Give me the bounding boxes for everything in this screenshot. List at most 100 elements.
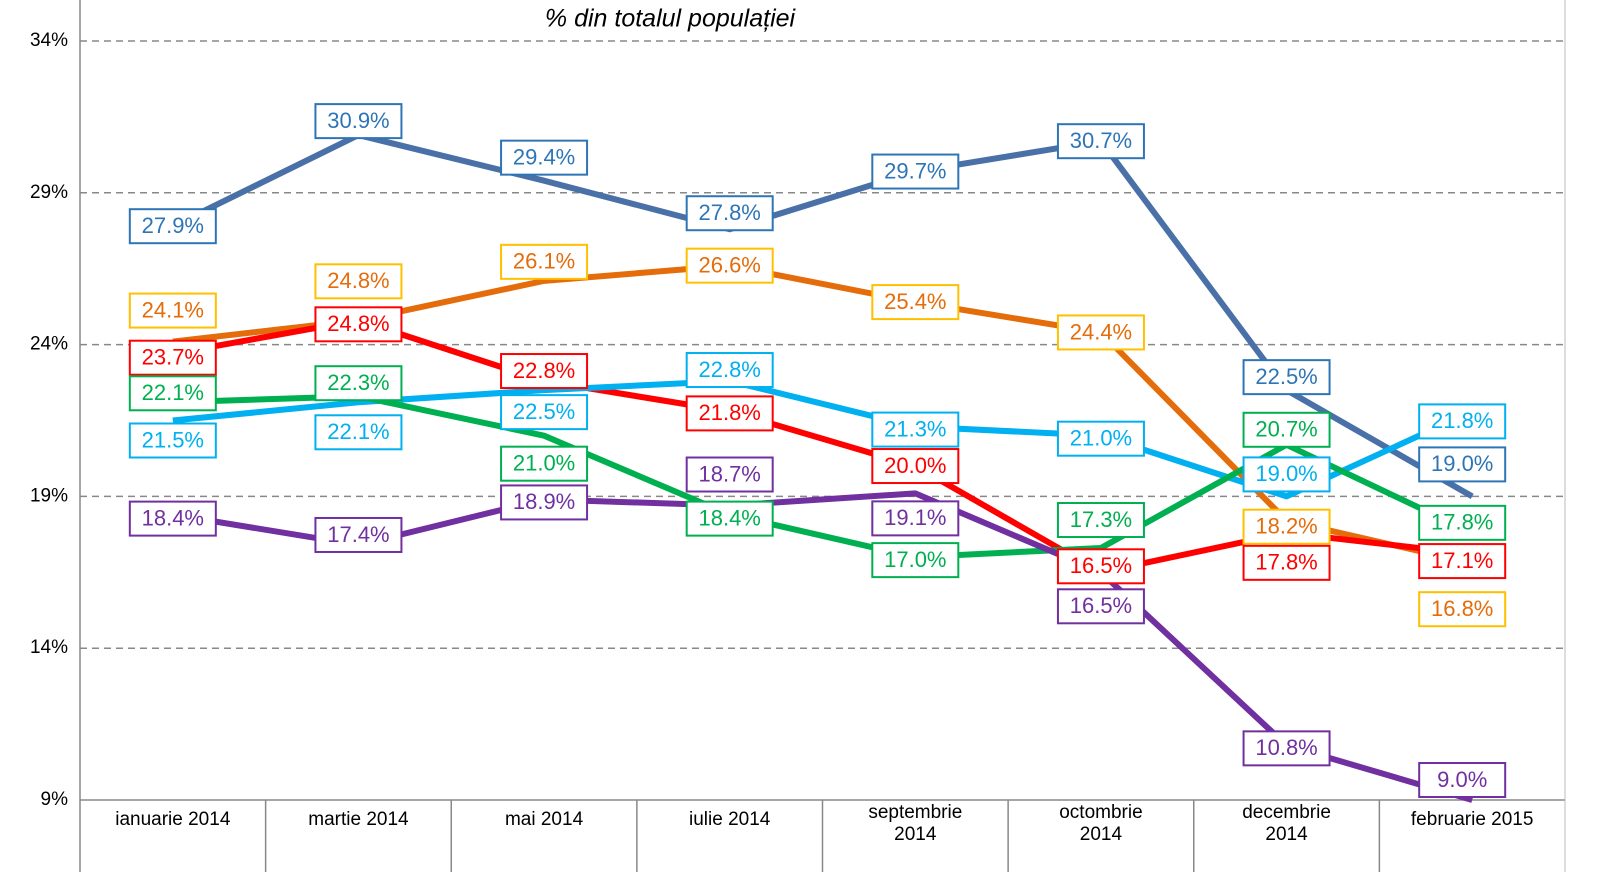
y-tick-label: 29% xyxy=(30,182,68,203)
data-label-text: 18.7% xyxy=(698,461,760,486)
data-label: 21.8% xyxy=(1418,403,1507,440)
y-tick-label: 34% xyxy=(30,30,68,51)
data-label: 22.3% xyxy=(314,365,403,402)
data-label-box xyxy=(128,208,217,245)
data-label-box xyxy=(1056,548,1145,585)
data-label-box xyxy=(1418,591,1507,628)
data-label-box xyxy=(1242,359,1331,396)
data-label-box xyxy=(871,448,960,485)
data-label: 16.8% xyxy=(1418,591,1507,628)
data-label-box xyxy=(128,339,217,376)
x-tick-label: martie 2014 xyxy=(308,809,409,830)
data-label-text: 19.0% xyxy=(1255,461,1317,486)
data-label: 17.3% xyxy=(1056,502,1145,539)
data-label: 18.7% xyxy=(685,456,774,493)
data-label: 17.1% xyxy=(1418,543,1507,580)
data-label: 24.1% xyxy=(128,292,217,329)
data-label-text: 22.1% xyxy=(142,380,204,405)
data-label-text: 17.8% xyxy=(1431,510,1493,535)
data-label-box xyxy=(871,284,960,321)
data-label: 22.8% xyxy=(685,352,774,389)
data-label-text: 23.7% xyxy=(142,345,204,370)
data-label-box xyxy=(1242,544,1331,581)
data-label: 22.1% xyxy=(128,375,217,412)
data-label: 22.5% xyxy=(500,394,589,431)
data-label-box xyxy=(1056,420,1145,457)
data-label: 18.2% xyxy=(1242,508,1331,545)
data-label-text: 10.8% xyxy=(1255,735,1317,760)
data-label-box xyxy=(500,353,589,390)
data-label-text: 18.4% xyxy=(698,505,760,530)
data-label-text: 9.0% xyxy=(1437,767,1487,792)
data-label-box xyxy=(500,139,589,176)
data-label: 21.5% xyxy=(128,422,217,459)
data-label: 17.0% xyxy=(871,542,960,579)
data-label: 18.4% xyxy=(685,500,774,537)
data-label-text: 24.4% xyxy=(1070,319,1132,344)
data-label: 10.8% xyxy=(1242,730,1331,767)
data-label: 24.8% xyxy=(314,306,403,343)
x-tick-label: decembrie 2014 xyxy=(1242,802,1331,845)
data-label: 29.4% xyxy=(500,139,589,176)
data-label-box xyxy=(314,365,403,402)
data-label-text: 21.8% xyxy=(698,400,760,425)
x-tick-label: februarie 2015 xyxy=(1410,809,1534,830)
data-label-box xyxy=(500,445,589,482)
data-label-text: 21.0% xyxy=(513,450,575,475)
data-label-box xyxy=(685,195,774,232)
data-label-text: 21.0% xyxy=(1070,425,1132,450)
data-label: 24.8% xyxy=(314,263,403,300)
data-label-text: 22.5% xyxy=(513,399,575,424)
data-label-text: 19.0% xyxy=(1431,451,1493,476)
series-line xyxy=(171,132,1474,500)
data-label-box xyxy=(314,103,403,140)
x-tick-label: septembrie 2014 xyxy=(868,802,963,845)
data-label-text: 25.4% xyxy=(884,289,946,314)
data-label-box xyxy=(1418,403,1507,440)
data-label-text: 18.9% xyxy=(513,489,575,514)
data-label: 27.9% xyxy=(128,208,217,245)
data-label-box xyxy=(685,352,774,389)
data-label-text: 21.8% xyxy=(1431,408,1493,433)
data-label-box xyxy=(1418,504,1507,541)
data-label-box xyxy=(1056,314,1145,351)
data-label-box xyxy=(314,306,403,343)
data-label-box xyxy=(871,500,960,537)
data-label: 18.4% xyxy=(128,500,217,537)
data-label-box xyxy=(314,516,403,553)
data-label-text: 21.3% xyxy=(884,416,946,441)
data-label: 16.5% xyxy=(1056,548,1145,585)
data-label-box xyxy=(1242,508,1331,545)
x-tick-label: octombrie 2014 xyxy=(1059,802,1143,845)
data-label: 25.4% xyxy=(871,284,960,321)
data-label: 20.7% xyxy=(1242,411,1331,448)
data-label: 17.4% xyxy=(314,516,403,553)
data-label-text: 24.8% xyxy=(327,311,389,336)
data-label-box xyxy=(128,375,217,412)
data-label: 22.8% xyxy=(500,353,589,390)
data-label-text: 27.9% xyxy=(142,213,204,238)
data-label-text: 26.6% xyxy=(698,252,760,277)
data-label-box xyxy=(1056,502,1145,539)
data-label-text: 27.8% xyxy=(698,200,760,225)
data-label-text: 29.4% xyxy=(513,144,575,169)
data-label-text: 22.3% xyxy=(327,370,389,395)
data-label-text: 20.7% xyxy=(1255,417,1317,442)
data-label-text: 30.9% xyxy=(327,108,389,133)
data-label: 22.1% xyxy=(314,414,403,451)
data-label-text: 16.5% xyxy=(1070,593,1132,618)
data-label: 30.7% xyxy=(1056,123,1145,160)
data-label: 19.1% xyxy=(871,500,960,537)
data-label: 20.0% xyxy=(871,448,960,485)
data-label-text: 22.8% xyxy=(513,358,575,383)
data-label-text: 19.1% xyxy=(884,505,946,530)
data-label-box xyxy=(871,411,960,448)
data-label-text: 17.4% xyxy=(327,522,389,547)
data-label-box xyxy=(500,243,589,280)
data-label-box xyxy=(1242,456,1331,493)
data-label-text: 18.2% xyxy=(1255,514,1317,539)
data-label: 18.9% xyxy=(500,484,589,521)
data-label-box xyxy=(500,484,589,521)
